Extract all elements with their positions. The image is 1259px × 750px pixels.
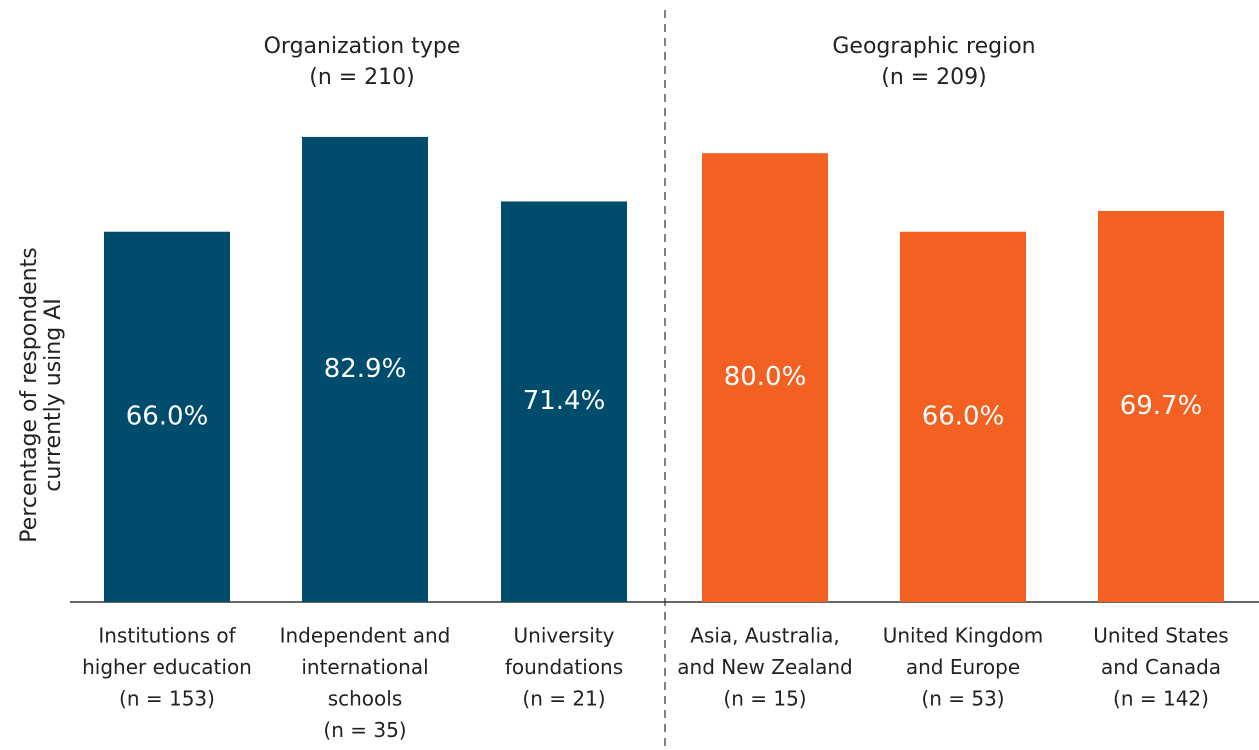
value-label: 71.4% xyxy=(523,386,606,416)
x-tick-label: (n = 21) xyxy=(522,687,605,711)
group-subtitle: (n = 210) xyxy=(309,65,415,90)
y-axis-label-line: Percentage of respondents xyxy=(17,247,42,542)
x-tick-label: higher education xyxy=(82,655,252,679)
x-tick-label: United Kingdom xyxy=(883,624,1044,648)
x-tick-label: Institutions of xyxy=(98,624,236,648)
x-tick-label: Independent and xyxy=(280,624,451,648)
x-tick-label: (n = 153) xyxy=(119,687,215,711)
value-label: 69.7% xyxy=(1120,391,1203,421)
bar xyxy=(302,136,428,602)
x-tick-label: (n = 15) xyxy=(723,687,806,711)
x-tick-label: and Canada xyxy=(1101,655,1221,679)
x-tick-label: and Europe xyxy=(906,655,1020,679)
bar xyxy=(900,231,1026,603)
bar xyxy=(702,153,828,602)
x-tick-label: and New Zealand xyxy=(677,655,852,679)
x-tick-label: (n = 53) xyxy=(921,687,1004,711)
value-label: 66.0% xyxy=(922,401,1005,431)
x-tick-label: University xyxy=(514,624,615,648)
bar xyxy=(501,201,627,603)
y-axis-label-line: currently using AI xyxy=(41,298,66,491)
value-label: 82.9% xyxy=(324,354,407,384)
value-label: 80.0% xyxy=(724,362,807,392)
x-tick-label: (n = 142) xyxy=(1113,687,1209,711)
x-tick-label: international xyxy=(301,655,428,679)
bar xyxy=(104,231,230,603)
y-axis-label: Percentage of respondents currently usin… xyxy=(17,247,66,542)
value-label: 66.0% xyxy=(126,401,209,431)
x-tick-label: schools xyxy=(328,687,403,711)
group-subtitle: (n = 209) xyxy=(881,65,987,90)
group-title: Geographic region xyxy=(832,34,1035,59)
x-tick-label: foundations xyxy=(505,655,623,679)
x-tick-label: United States xyxy=(1093,624,1228,648)
x-tick-label: Asia, Australia, xyxy=(690,624,839,648)
bar xyxy=(1098,210,1224,602)
group-title: Organization type xyxy=(264,34,461,59)
x-tick-label: (n = 35) xyxy=(323,718,406,742)
